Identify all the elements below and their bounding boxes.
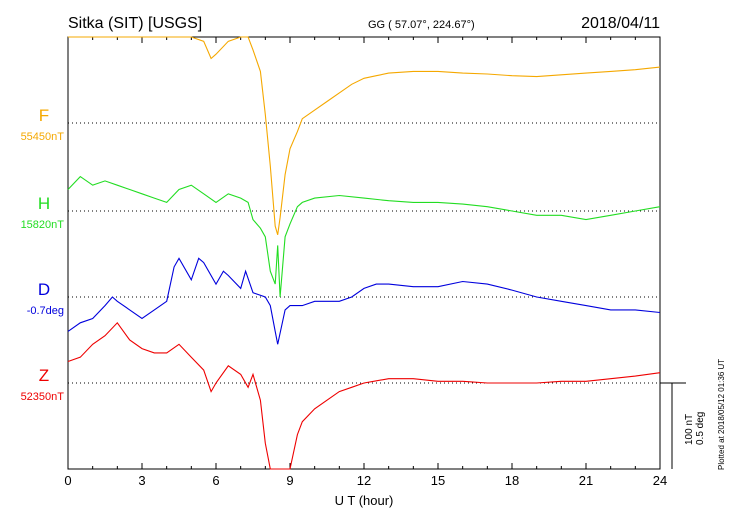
x-tick-label: 3 [138,473,145,488]
series-baseline-Z: 52350nT [21,391,65,403]
date-label: 2018/04/11 [581,15,660,32]
x-tick-label: 15 [431,473,445,488]
coordinates-label: GG ( 57.07°, 224.67°) [368,19,475,31]
series-baseline-F: 55450nT [21,131,65,143]
x-tick-label: 0 [64,473,71,488]
plotted-at-note: Plotted at 2018/05/12 01:36 UT [717,359,726,470]
station-title: Sitka (SIT) [USGS] [68,15,202,32]
series-baseline-D: -0.7deg [27,305,64,317]
series-line-D [67,257,661,345]
series-name-D: D [38,280,50,299]
series-line-H [67,175,661,298]
x-tick-label: 21 [579,473,593,488]
x-tick-label: 18 [505,473,519,488]
baselines [68,122,660,384]
series-lines [67,36,661,470]
series-name-H: H [38,194,50,213]
plot-frame [67,36,661,470]
x-tick-label: 24 [653,473,667,488]
x-axis-label: U T (hour) [335,493,394,508]
scale-bar-nt-label: 100 nT [684,414,695,445]
scale-bar-deg-label: 0.5 deg [695,412,706,445]
series-name-F: F [39,106,49,125]
series-labels: F 55450nT H 15820nT D -0.7deg Z 52350nT [21,106,65,403]
x-tick-label: 12 [357,473,371,488]
series-baseline-H: 15820nT [21,219,65,231]
series-name-Z: Z [39,366,49,385]
x-tick-label: 9 [286,473,293,488]
series-line-Z [67,321,661,470]
x-axis-ticks: 0 3 6 9 12 15 18 21 24 [64,37,667,488]
series-line-F [68,36,661,235]
x-tick-label: 6 [212,473,219,488]
